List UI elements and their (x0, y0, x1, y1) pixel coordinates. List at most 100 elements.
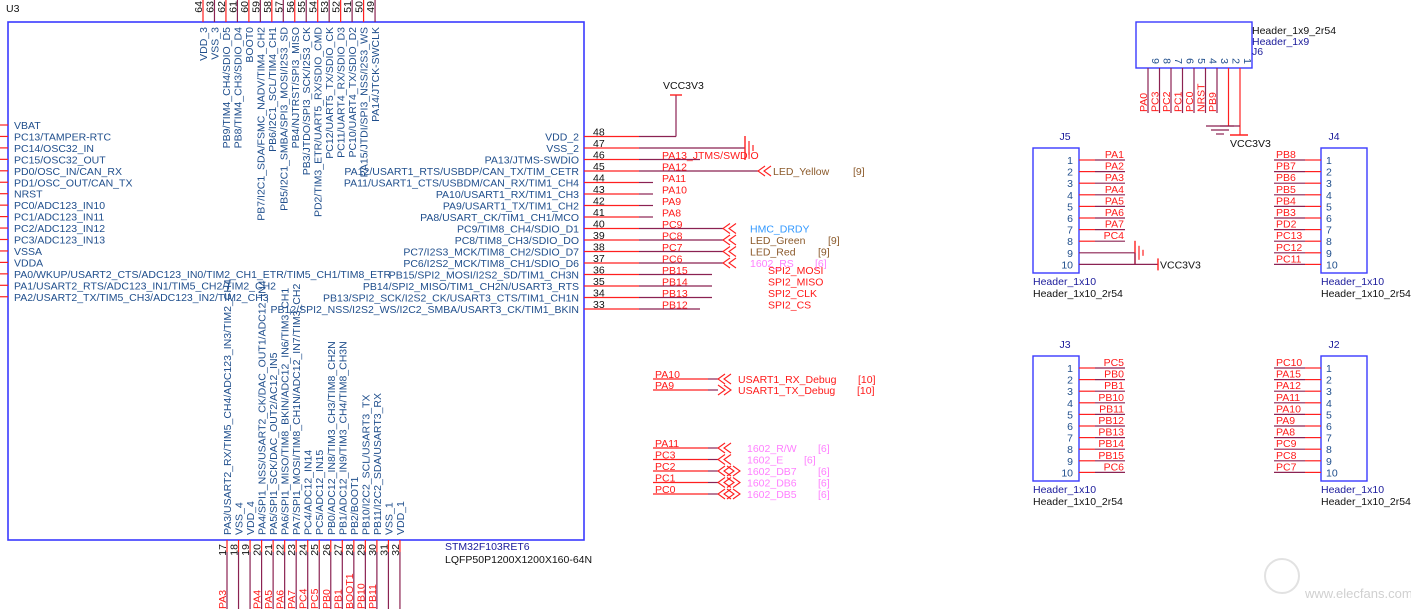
bottom-pin-label: PB2/BOOT1 (349, 476, 361, 535)
bottom-net-label: PA4 (252, 590, 264, 609)
spi-alias-label: SPI2_CLK (768, 288, 817, 300)
top-pin-number: 57 (273, 1, 285, 13)
port-arrow-icon (726, 465, 735, 477)
right-net-label: PA9 (662, 196, 681, 208)
port-sheet-ref: [9] (828, 235, 840, 247)
header-pin-number: 9 (1067, 456, 1073, 468)
lcd-port-label: 1602_DB6 (747, 478, 797, 490)
right-net-label: PB14 (662, 277, 688, 289)
left-pin-label: PC2/ADC123_IN12 (14, 223, 105, 235)
top-pin-number: 59 (250, 1, 262, 13)
header-pin-number: 4 (1326, 190, 1332, 202)
left-pin-label: PD1/OSC_OUT/CAN_TX (14, 177, 132, 189)
port-arrow-icon (763, 165, 772, 177)
debug-sheet-ref: [10] (857, 385, 875, 397)
port-arrow-icon (757, 165, 766, 177)
header-net-label: PC9 (1276, 438, 1297, 450)
header-pin-number: 8 (1067, 236, 1073, 248)
bottom-pin-number: 20 (252, 544, 264, 556)
top-pin-number: 61 (227, 1, 239, 13)
top-pin-number: 51 (342, 1, 354, 13)
header-pin-number: 7 (1326, 433, 1332, 445)
bottom-net-label: PB0 (321, 589, 333, 609)
header-net-label: PC6 (1104, 461, 1125, 473)
right-net-label: PC7 (662, 242, 683, 254)
bottom-net-label: BOOT1 (344, 573, 356, 609)
header-net-label: PA12 (1276, 380, 1301, 392)
header-pin-number: 6 (1326, 421, 1332, 433)
header-net-label: PB15 (1098, 450, 1124, 462)
bottom-net-label: PA5 (263, 590, 275, 609)
top-pin-number: 52 (331, 1, 343, 13)
header-pin-number: 5 (1195, 58, 1207, 64)
header-pin-number: 5 (1067, 409, 1073, 421)
header-net-label: PB4 (1276, 195, 1296, 207)
top-pin-label: PB6/I2C1_SCL/TIM4_CH1 (267, 27, 279, 152)
left-pin-label: PC15/OSC32_OUT (14, 154, 106, 166)
bottom-pin-number: 29 (355, 544, 367, 556)
top-pin-label: VSS_3 (209, 27, 221, 60)
header-pin-number: 7 (1172, 58, 1184, 64)
lcd-net-label: PC3 (655, 450, 676, 462)
right-pin-number: 44 (593, 173, 605, 185)
bottom-pin-number: 28 (344, 544, 356, 556)
top-pin-label: PB3/JTDO/SPI3_SCK/I2S3_CK (301, 27, 313, 175)
lcd-sheet-ref: [6] (818, 489, 830, 501)
top-pin-number: 50 (354, 1, 366, 13)
header-net-label: PA1 (1105, 149, 1124, 161)
bottom-net-label: PB10 (355, 583, 367, 609)
chip-reference: U3 (6, 3, 20, 15)
right-pin-number: 35 (593, 276, 605, 288)
bottom-pin-label: PB1/ADC12_IN9/TIM3_CH4/TIM8_CH3N (337, 341, 349, 535)
lcd-port-label: 1602_DB5 (747, 489, 797, 501)
bottom-pin-label: PB11/I2C2_SDA/USART3_RX (372, 393, 384, 535)
header-net-label: PA5 (1105, 195, 1124, 207)
header-footprint: Header_1x10_2r54 (1033, 288, 1123, 300)
header-net-label: PC13 (1276, 230, 1302, 242)
header-pin-number: 3 (1326, 178, 1332, 190)
top-pin-label: PB4/NJTRST/SPI3_MISO (290, 27, 302, 148)
header-net-label: NRST (1196, 83, 1208, 112)
header-pin-number: 2 (1067, 167, 1073, 179)
top-pin-number: 58 (262, 1, 274, 13)
header-net-label: PA6 (1105, 207, 1124, 219)
top-pin-number: 56 (285, 1, 297, 13)
header-ref: J6 (1252, 46, 1263, 58)
lcd-net-label: PC0 (655, 484, 676, 496)
header-net-label: PA10 (1276, 403, 1301, 415)
header-pin-number: 3 (1326, 386, 1332, 398)
header-type: Header_1x10 (1321, 276, 1384, 288)
port-arrow-icon (723, 384, 732, 396)
bottom-pin-number: 25 (309, 544, 321, 556)
port-arrow-icon (728, 246, 737, 257)
bottom-pin-number: 19 (240, 544, 252, 556)
header-footprint: Header_1x10_2r54 (1321, 496, 1411, 508)
debug-sheet-ref: [10] (858, 374, 876, 386)
header-net-label: PB14 (1098, 438, 1124, 450)
left-pin-label: PC14/OSC32_IN (14, 143, 94, 155)
header-pin-number: 4 (1207, 58, 1219, 64)
left-pin-label: PC13/TAMPER-RTC (14, 131, 111, 143)
header-net-label: PA0 (1138, 93, 1150, 112)
port-label: HMC_DRDY (750, 224, 810, 236)
bottom-pin-label: PA7/SPI1_MOSI/TIM8_CH1N/ADC12_IN7/TIM3_C… (291, 284, 303, 535)
right-pin-number: 47 (593, 138, 605, 150)
right-pin-number: 42 (593, 196, 605, 208)
header-pin-number: 9 (1067, 248, 1073, 260)
bottom-net-label: PC4 (298, 588, 310, 609)
top-pin-label: PB7/I2C1_SDA/FSMC_NADV/TIM4_CH2 (255, 27, 267, 221)
right-net-label: PC9 (662, 219, 683, 231)
left-pin-label: VSSA (14, 246, 42, 258)
header-pin-number: 5 (1326, 201, 1332, 213)
right-net-label: PC8 (662, 231, 683, 243)
top-pin-number: 60 (239, 1, 251, 13)
header-pin-number: 1 (1241, 58, 1253, 64)
header-pin-number: 1 (1067, 363, 1073, 375)
port-arrow-icon (717, 477, 726, 488)
header-net-label: PA9 (1276, 415, 1295, 427)
left-pin-label: PC0/ADC123_IN10 (14, 200, 105, 212)
lcd-net-label: PC1 (655, 473, 676, 485)
port-arrow-icon (717, 488, 726, 500)
lcd-net-label: PA11 (655, 438, 679, 450)
